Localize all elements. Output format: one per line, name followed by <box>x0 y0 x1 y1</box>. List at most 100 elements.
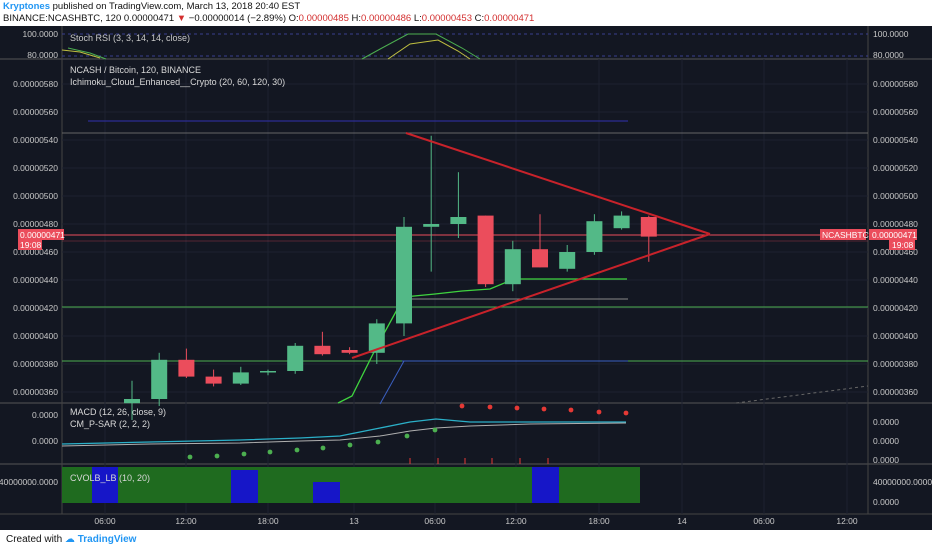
change-arrow-icon: ▼ <box>176 13 187 24</box>
open-label: O: <box>288 13 299 24</box>
price-tick-label: 0.00000500 <box>873 191 918 201</box>
macd-line <box>61 418 626 445</box>
high-value: 0.00000486 <box>361 13 412 24</box>
time-tick-label: 06:00 <box>753 516 775 526</box>
tradingview-brand[interactable]: TradingView <box>77 534 137 545</box>
last-price: 0.00000471 <box>123 13 175 24</box>
header-bar: Kryptones published on TradingView.com, … <box>0 0 932 26</box>
published-text: published on TradingView.com, March 13, … <box>52 1 301 12</box>
price-tick-label: 0.00000480 <box>13 219 58 229</box>
price-axis-right[interactable]: 0.00000580 0.00000560 0.00000540 0.00000520… <box>873 79 918 397</box>
cvol-tick-left-1: 40000000.0000 <box>0 477 58 487</box>
macd-signal-line <box>61 422 627 447</box>
macd-tick-right-1: 0.0000 <box>873 417 899 427</box>
time-tick-label: 14 <box>677 516 687 526</box>
triangle-lower-line[interactable] <box>351 233 711 359</box>
candle-bullish <box>613 215 630 229</box>
candle-bullish <box>232 372 249 384</box>
price-tag-right-text: 0.00000471 <box>872 230 917 240</box>
candle-bullish <box>396 226 412 324</box>
price-tick-label: 0.00000580 <box>13 79 58 89</box>
candle-bullish <box>450 217 467 224</box>
cvol-tick-right-2: 0.0000 <box>873 497 899 507</box>
price-tick-label: 0.00000540 <box>13 135 58 145</box>
publish-line: Kryptones published on TradingView.com, … <box>3 1 929 13</box>
macd-tick-right-3: 0.0000 <box>873 455 899 465</box>
candlestick-series <box>124 135 657 420</box>
high-label: H: <box>351 13 362 24</box>
price-tick-label: 0.00000420 <box>13 303 58 313</box>
price-change: −0.00000014 (−2.89%) <box>188 13 286 24</box>
time-tag-left <box>18 240 42 250</box>
time-tag-right <box>889 240 915 250</box>
stoch-d-line <box>361 33 481 60</box>
symbol-line: BINANCE:NCASHBTC, 120 0.00000471 ▼ −0.00… <box>3 13 929 25</box>
macd-tick-left-1: 0.0000 <box>32 410 58 420</box>
stoch-k-line <box>387 39 471 60</box>
candle-bullish <box>586 221 603 252</box>
close-value: 0.00000471 <box>484 13 535 24</box>
candle-bearish <box>477 215 494 285</box>
cvol-blue-block-2 <box>231 470 258 503</box>
stoch-rsi-pane: Stoch RSI (3, 3, 14, 14, close) 100.0000… <box>23 29 909 60</box>
psar-dot-green <box>375 439 381 445</box>
cvol-blue-block-4 <box>532 467 559 503</box>
stoch-title: Stoch RSI (3, 3, 14, 14, close) <box>70 33 190 43</box>
time-tick-label: 13 <box>349 516 359 526</box>
projection-dashed-line <box>735 385 869 404</box>
stoch-tick-right-80: 80.0000 <box>873 50 904 60</box>
price-tick-label: 0.00000460 <box>13 247 58 257</box>
price-tick-label: 0.00000380 <box>13 359 58 369</box>
stoch-tick-left-80: 80.0000 <box>27 50 58 60</box>
blue-conversion-line <box>379 360 405 405</box>
price-tick-label: 0.00000360 <box>873 387 918 397</box>
price-tick-label: 0.00000500 <box>13 191 58 201</box>
candle-bearish <box>314 345 331 355</box>
triangle-upper-line[interactable] <box>405 132 711 235</box>
candle-bullish <box>151 359 168 399</box>
time-axis[interactable]: 06:00 12:00 18:00 13 06:00 12:00 18:00 14 06:00 1… <box>94 516 858 526</box>
psar-dot-green <box>320 445 326 451</box>
candle-bearish <box>640 217 657 237</box>
price-tick-label: 0.00000360 <box>13 387 58 397</box>
price-tick-label: 0.00000580 <box>873 79 918 89</box>
created-with-text: Created with <box>6 534 63 545</box>
close-label: C: <box>474 13 485 24</box>
time-tag-right-text: 19:08 <box>892 240 914 250</box>
symbol-name: BINANCE:NCASHBTC, 120 <box>3 13 122 24</box>
candle-bullish <box>559 252 576 269</box>
low-label: L: <box>413 13 422 24</box>
cvol-pane: CVOLB_LB (10, 20) 40000000.0000 40000000… <box>0 467 932 507</box>
candle-bullish <box>504 249 521 285</box>
stoch-d-line-left <box>67 47 107 60</box>
stoch-tick-right-100: 100.0000 <box>873 29 909 39</box>
time-tick-label: 12:00 <box>505 516 527 526</box>
price-tick-label: 0.00000520 <box>13 163 58 173</box>
price-tick-label: 0.00000400 <box>873 331 918 341</box>
time-tick-label: 18:00 <box>257 516 279 526</box>
time-tick-label: 12:00 <box>175 516 197 526</box>
psar-dot-red <box>596 409 602 415</box>
tradingview-cloud-icon: ☁ <box>64 534 75 545</box>
cvol-blue-block-3 <box>313 482 340 503</box>
psar-dot-green <box>432 427 438 433</box>
price-tick-label: 0.00000520 <box>873 163 918 173</box>
candle-bullish <box>287 345 304 371</box>
psar-dot-green <box>294 447 300 453</box>
macd-pane: MACD (12, 26, close, 9) CM_P-SAR (2, 2, … <box>32 403 899 465</box>
open-value: 0.00000485 <box>298 13 349 24</box>
candle-bullish <box>260 371 276 373</box>
author-link[interactable]: Kryptones <box>3 1 50 12</box>
time-tick-label: 06:00 <box>94 516 116 526</box>
candle-bullish <box>423 224 440 227</box>
triangle-pattern[interactable] <box>351 132 711 359</box>
psar-dot-green <box>347 442 353 448</box>
cvol-tick-right-1: 40000000.0000 <box>873 477 932 487</box>
chart-canvas[interactable]: Stoch RSI (3, 3, 14, 14, close) 100.0000… <box>0 26 932 530</box>
price-tag-right <box>869 229 917 240</box>
candle-bullish <box>368 323 385 353</box>
price-axis-left[interactable]: 0.00000580 0.00000560 0.00000540 0.00000520… <box>13 79 58 397</box>
macd-tick-right-2: 0.0000 <box>873 436 899 446</box>
candle-bearish <box>178 359 195 377</box>
psar-dot-green <box>404 433 410 439</box>
